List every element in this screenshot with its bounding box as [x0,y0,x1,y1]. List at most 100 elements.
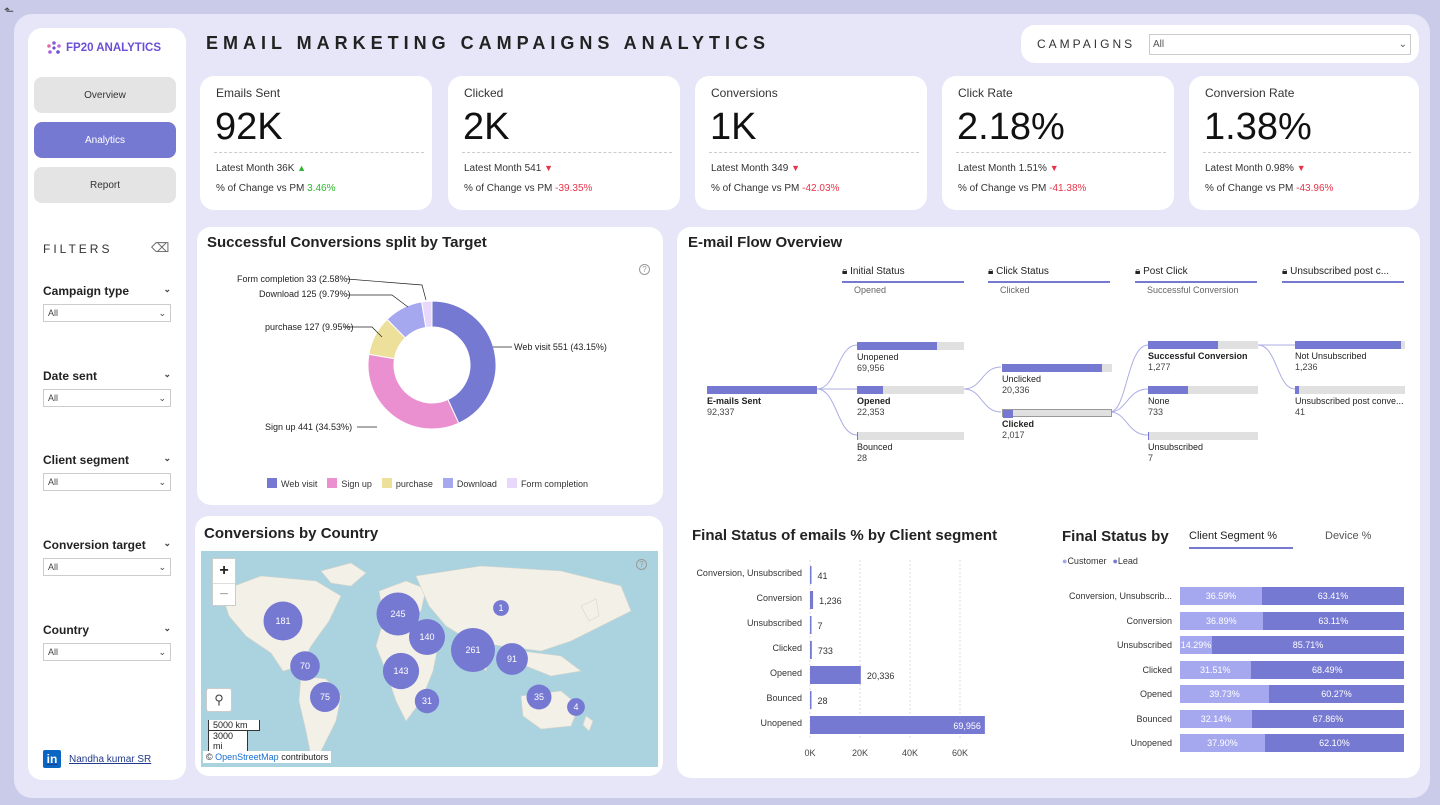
donut-slice-web-visit[interactable] [431,300,497,424]
map-bubble[interactable] [496,643,528,675]
stack-segment-lead[interactable]: 62.10% [1264,734,1404,752]
stack-row: 32.14% 67.86% [1180,709,1404,728]
campaigns-filter: CAMPAIGNS All ⌄ [1021,25,1419,63]
kpi-latest: Latest Month 349 ▼ [711,163,800,174]
map-scale: 5000 km 3000 mi [208,720,260,752]
flow-header-postclick[interactable]: 🔒︎ Post Click Successful Conversion [1135,266,1257,295]
stack-segment-lead[interactable]: 68.49% [1250,660,1404,679]
bar[interactable] [810,566,812,584]
stack-segment-customer[interactable]: 31.51% [1180,660,1251,679]
stack-segment-customer[interactable]: 39.73% [1180,685,1269,703]
stack-segment-lead[interactable]: 60.27% [1268,685,1404,703]
map-bubble[interactable] [263,601,303,641]
filter-label: Date sent [43,369,98,383]
chevron-down-icon: ⌄ [158,477,166,487]
filter-date-sent: Date sent ⌄ All ⌄ [43,369,171,407]
donut-slice-sign-up[interactable] [367,353,460,430]
bar[interactable] [810,691,812,709]
stack-row: 14.29% 85.71% [1180,636,1404,654]
tab-client-segment[interactable]: Client Segment % [1189,530,1293,549]
filter-select[interactable]: All ⌄ [43,473,171,491]
stack-segment-customer[interactable]: 37.90% [1180,734,1265,752]
map-bubble[interactable] [526,684,552,710]
bar-category-label: Conversion, Unsubscribed [696,568,802,578]
author-name[interactable]: Nandha kumar SR [69,753,152,765]
help-icon[interactable]: ? [636,559,647,570]
map-bubble[interactable] [414,688,440,714]
map-bubble[interactable] [493,600,509,616]
page-title: EMAIL MARKETING CAMPAIGNS ANALYTICS [206,33,771,53]
stack-segment-lead[interactable]: 85.71% [1212,636,1404,654]
stack-segment-lead[interactable]: 63.41% [1261,587,1404,605]
logo-icon [47,41,61,54]
bar[interactable] [810,641,812,659]
stack-segment-lead[interactable]: 67.86% [1251,709,1404,728]
stack-segment-lead[interactable]: 63.11% [1262,611,1404,630]
stack-category-label: Bounced [1136,713,1172,724]
help-icon[interactable]: ? [639,264,650,275]
chevron-down-icon[interactable]: ⌄ [163,284,171,294]
chevron-down-icon: ⌄ [1398,39,1407,50]
map-svg: 181 245 140 1 261 70 143 91 75 31 35 4 [220,562,632,757]
chevron-down-icon[interactable]: ⌄ [163,623,171,633]
chevron-down-icon: ⌄ [158,393,166,403]
trend-down-icon: ▼ [544,163,553,173]
campaigns-select[interactable]: All ⌄ [1149,34,1411,55]
logo: FP20 ANALYTICS [46,40,161,56]
map-locate-icon[interactable]: ⚲ [206,688,232,712]
kpi-value: 1K [710,106,757,148]
zoom-in-button[interactable]: + [219,562,229,579]
osm-link[interactable]: OpenStreetMap [215,752,279,762]
lock-icon: 🔒︎ [988,266,994,277]
chevron-down-icon[interactable]: ⌄ [163,453,171,463]
bar[interactable] [810,666,861,684]
bar[interactable] [810,591,814,609]
nav-overview-button[interactable]: Overview [34,77,176,113]
kpi-latest: Latest Month 36K ▲ [216,163,307,174]
map-bubble[interactable] [382,652,420,690]
x-tick-label: 0K [804,748,815,758]
map-bubble-label: 31 [422,696,432,706]
stack-segment-customer[interactable]: 32.14% [1180,709,1252,728]
eraser-icon[interactable]: ⌫ [151,240,170,255]
donut-label: purchase 127 (9.95%) [265,322,354,332]
nav-report-button[interactable]: Report [34,167,176,203]
world-map[interactable]: 181 245 140 1 261 70 143 91 75 31 35 4 [201,551,658,767]
filter-select[interactable]: All ⌄ [43,389,171,407]
chevron-down-icon[interactable]: ⌄ [163,538,171,548]
chevron-down-icon[interactable]: ⌄ [163,369,171,379]
map-bubble[interactable] [310,682,340,712]
map-bubble[interactable] [409,619,445,655]
filter-select[interactable]: All ⌄ [43,558,171,576]
stack-segment-customer[interactable]: 14.29% [1180,636,1212,654]
map-bubble[interactable] [290,651,320,681]
kpi-change: % of Change vs PM -43.96% [1205,183,1334,194]
map-bubble[interactable] [376,592,420,636]
kpi-conversion-rate: Conversion Rate 1.38% Latest Month 0.98%… [1189,76,1419,210]
trend-down-icon: ▼ [1296,163,1306,173]
zoom-out-button[interactable]: − [213,583,235,606]
kpi-value: 2K [463,106,510,148]
stack-segment-customer[interactable]: 36.59% [1180,587,1262,605]
donut-slice-form-completion[interactable] [421,300,433,329]
nav-analytics-button[interactable]: Analytics [34,122,176,158]
chevron-down-icon: ⌄ [158,562,166,572]
logo-text: FP20 ANALYTICS [66,42,162,54]
flow-connectors [816,344,1296,436]
filter-select[interactable]: All ⌄ [43,643,171,661]
bar[interactable] [810,616,812,634]
author-link[interactable]: in Nandha kumar SR [43,750,151,768]
back-arrow-icon[interactable]: ⬑ [4,4,15,18]
map-bubble[interactable] [451,628,495,672]
bar-category-label: Unopened [760,718,802,728]
flow-header-initial[interactable]: 🔒︎ Initial Status Opened [842,266,964,295]
tab-device[interactable]: Device % [1325,530,1372,542]
kpi-latest: Latest Month 1.51% ▼ [958,163,1059,174]
flow-header-unsub[interactable]: 🔒︎ Unsubscribed post c... [1282,266,1404,283]
flow-header-click[interactable]: 🔒︎ Click Status Clicked [988,266,1110,295]
stack-segment-customer[interactable]: 36.89% [1180,611,1263,630]
filter-select[interactable]: All ⌄ [43,304,171,322]
bar[interactable] [810,716,985,734]
map-bubble[interactable] [567,698,585,716]
chevron-down-icon: ⌄ [158,308,166,318]
